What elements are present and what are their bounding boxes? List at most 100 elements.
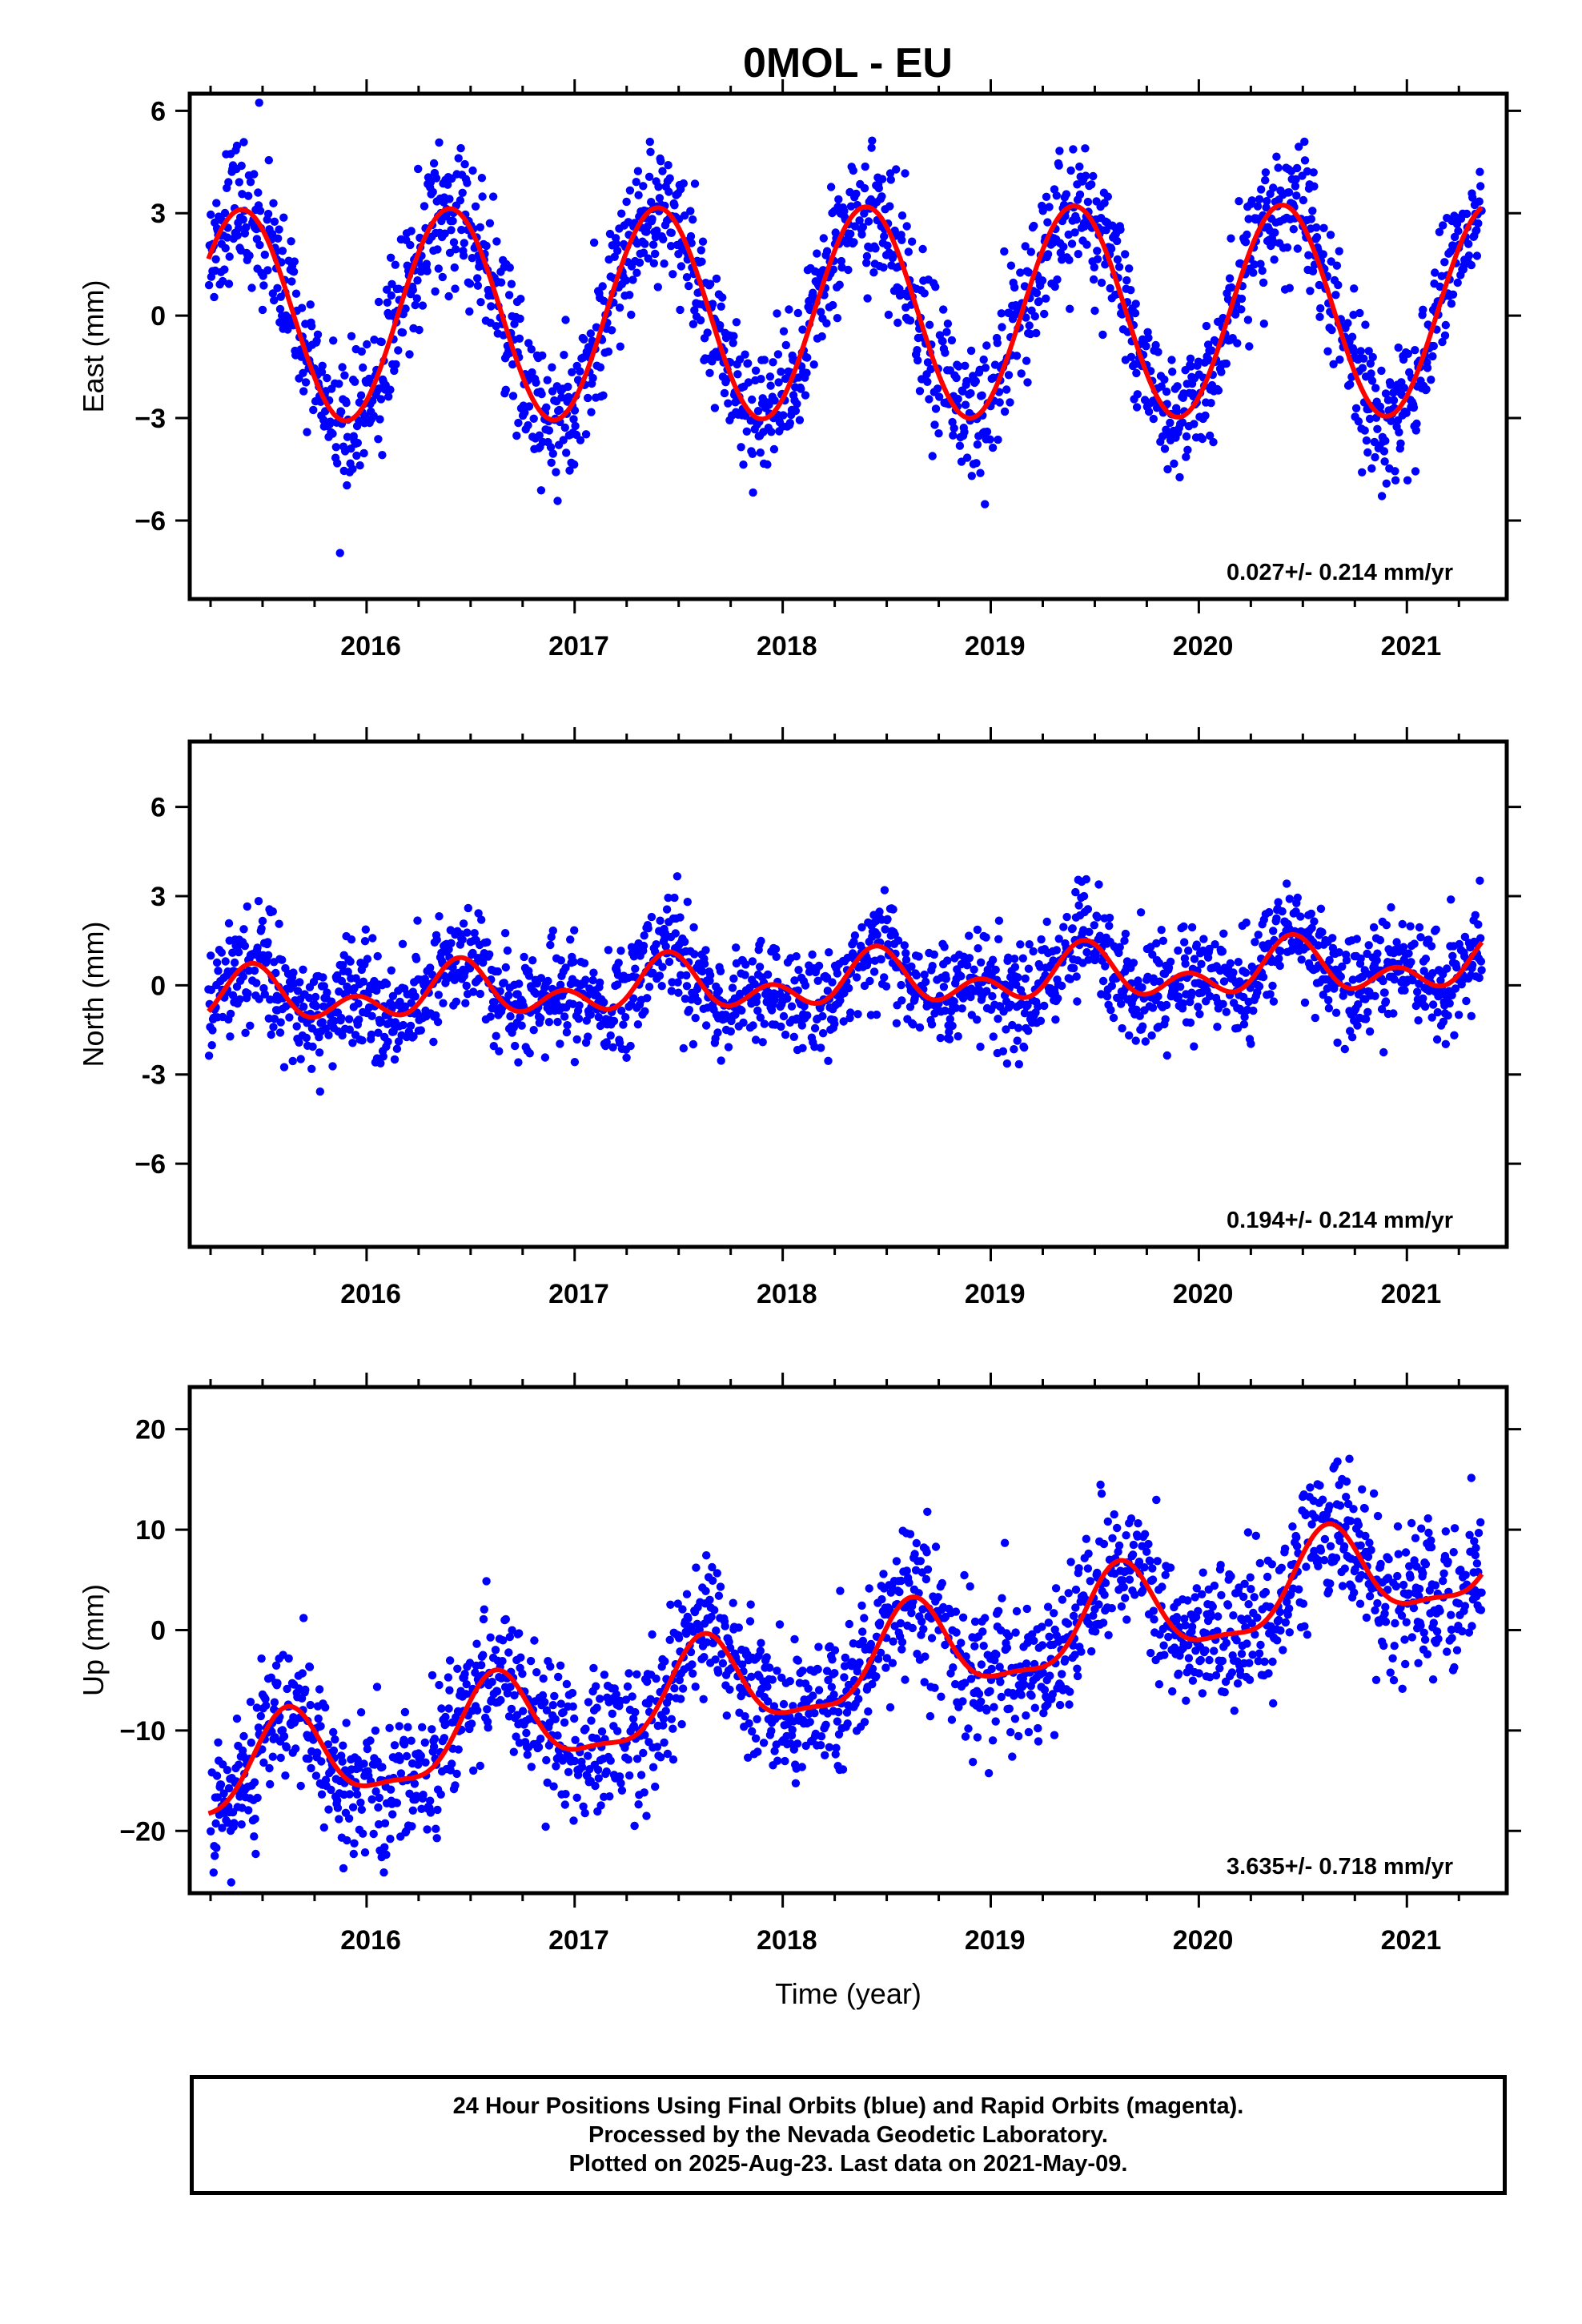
data-point [1090,921,1099,930]
data-point [1447,895,1456,904]
data-point [1217,368,1226,376]
data-point [605,1792,614,1801]
data-point [234,1760,243,1769]
data-point [350,1839,359,1848]
data-point [1367,376,1377,385]
data-point [1371,991,1379,1001]
data-point [678,1684,688,1693]
data-point [1186,354,1195,363]
data-point [430,1735,440,1743]
data-point [353,438,362,448]
data-point [355,461,364,470]
data-point [212,1771,222,1780]
data-point [421,1758,430,1767]
data-point [714,1668,723,1677]
data-point [246,1698,255,1707]
data-point [753,407,763,416]
data-point [1225,274,1235,283]
data-point [1102,992,1112,1001]
data-point [1381,389,1391,398]
data-point [596,978,604,987]
data-point [446,1766,455,1775]
data-point [571,1735,580,1744]
data-point [1406,922,1415,931]
data-point [262,1701,271,1710]
data-point [824,1675,833,1685]
data-point [1415,923,1424,932]
data-point [880,886,889,895]
data-point [532,989,540,999]
data-point [612,1690,620,1699]
data-point [1343,319,1352,328]
data-point [1020,1009,1030,1018]
data-point [665,187,673,196]
data-point [635,258,644,267]
data-point [1059,242,1068,251]
data-point [1218,947,1227,956]
data-point [318,361,327,370]
data-point [458,935,467,944]
data-point [721,1622,729,1630]
data-point [556,1699,565,1708]
data-point [279,213,288,222]
data-point [840,207,849,215]
data-point [1207,399,1215,408]
data-point [511,1041,520,1051]
data-point [781,340,790,350]
data-point [1093,247,1102,255]
data-point [705,1595,714,1605]
data-point [749,488,757,497]
data-point [648,215,656,223]
data-point [1131,1036,1140,1045]
data-point [1360,426,1369,435]
data-point [476,1761,484,1771]
data-point [1423,364,1432,372]
data-point [489,1042,498,1051]
data-point [311,1002,321,1011]
data-point [1300,998,1310,1007]
data-point [568,999,577,1009]
data-point [220,208,230,218]
data-point [348,1039,357,1047]
data-point [1036,1016,1046,1026]
data-point [444,1704,453,1713]
data-point [624,1755,632,1764]
data-point [1377,366,1386,376]
data-point [244,191,253,200]
data-point [1168,368,1177,376]
data-point [659,1715,669,1723]
data-point [973,440,982,449]
data-point [840,1673,849,1682]
data-point [674,988,683,997]
data-point [1043,218,1052,227]
data-point [1222,1007,1231,1016]
data-point [829,300,837,310]
data-point [287,237,295,246]
data-point [556,956,565,965]
data-point [375,1793,383,1803]
data-point [1175,472,1184,482]
data-point [661,1657,669,1666]
data-point [753,1747,762,1756]
data-point [954,1031,962,1041]
data-point [877,955,885,964]
data-point [447,939,456,948]
data-point [357,347,366,356]
data-point [1000,247,1009,256]
data-point [966,346,976,356]
data-point [483,938,492,947]
data-point [651,232,661,242]
data-point [1435,227,1444,236]
data-point [639,182,648,191]
data-point [234,947,243,957]
data-point [660,1738,669,1747]
data-point [742,427,751,436]
data-point [1157,382,1166,391]
data-point [1178,418,1187,427]
data-point [360,1848,370,1857]
data-point [1335,355,1344,364]
data-point [613,246,622,255]
data-point [1084,955,1093,964]
x-tick-label: 2019 [965,631,1026,661]
data-point [604,347,613,356]
